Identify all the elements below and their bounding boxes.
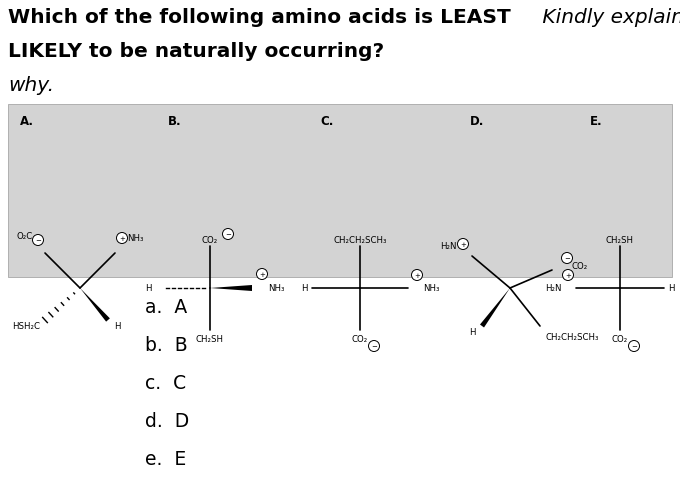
Text: −: − — [371, 343, 377, 349]
Text: Kindly explain: Kindly explain — [536, 8, 680, 27]
Text: +: + — [414, 272, 420, 279]
Polygon shape — [480, 288, 510, 328]
Circle shape — [33, 235, 44, 246]
Text: CH₂SH: CH₂SH — [606, 236, 634, 244]
Text: Which of the following amino acids is LEAST: Which of the following amino acids is LE… — [8, 8, 511, 27]
Text: B.: B. — [168, 115, 182, 128]
Text: H: H — [114, 322, 120, 331]
Text: CO₂: CO₂ — [352, 334, 368, 343]
Text: −: − — [35, 238, 41, 244]
Text: b.  B: b. B — [145, 335, 188, 354]
Polygon shape — [210, 285, 252, 291]
Text: CO₂: CO₂ — [572, 262, 588, 271]
Bar — [8, 105, 672, 278]
Text: A.: A. — [20, 115, 34, 128]
Text: +: + — [259, 271, 265, 278]
Text: NH₃: NH₃ — [268, 284, 284, 293]
Text: H₂N: H₂N — [545, 284, 562, 293]
Text: CO₂: CO₂ — [202, 236, 218, 244]
Circle shape — [562, 253, 573, 264]
Text: a.  A: a. A — [145, 297, 187, 316]
Text: c.  C: c. C — [145, 373, 186, 392]
Text: why.: why. — [8, 76, 54, 95]
Text: −: − — [631, 343, 637, 349]
Text: E.: E. — [590, 115, 602, 128]
Circle shape — [458, 239, 469, 250]
Text: +: + — [565, 272, 571, 279]
Circle shape — [562, 270, 573, 281]
Circle shape — [628, 341, 639, 352]
Text: d.  D: d. D — [145, 411, 189, 430]
Text: NH₃: NH₃ — [423, 284, 439, 293]
Text: HSH₂C: HSH₂C — [12, 322, 40, 331]
Circle shape — [369, 341, 379, 352]
Text: −: − — [225, 231, 231, 238]
Text: H₂N: H₂N — [441, 242, 457, 251]
Text: CH₂SH: CH₂SH — [196, 334, 224, 343]
Polygon shape — [80, 288, 110, 322]
Text: H: H — [301, 284, 308, 293]
Text: D.: D. — [470, 115, 484, 128]
Text: CO₂: CO₂ — [612, 334, 628, 343]
Text: CH₂CH₂SCH₃: CH₂CH₂SCH₃ — [333, 236, 387, 244]
Text: H: H — [146, 284, 152, 293]
Text: +: + — [119, 236, 125, 242]
Circle shape — [256, 269, 267, 280]
Circle shape — [116, 233, 128, 244]
Text: C.: C. — [320, 115, 333, 128]
Text: +: + — [460, 242, 466, 247]
Text: NH₃: NH₃ — [127, 234, 143, 243]
Text: Kindly explain: Kindly explain — [390, 42, 538, 61]
Circle shape — [411, 270, 422, 281]
Text: LIKELY to be naturally occurring?: LIKELY to be naturally occurring? — [8, 42, 384, 61]
Text: O₂C: O₂C — [17, 232, 33, 241]
Text: e.  E: e. E — [145, 449, 186, 468]
Text: CH₂CH₂SCH₃: CH₂CH₂SCH₃ — [546, 332, 600, 341]
Text: −: − — [564, 256, 570, 262]
Text: H: H — [469, 328, 476, 337]
Text: H: H — [668, 284, 675, 293]
Circle shape — [222, 229, 233, 240]
